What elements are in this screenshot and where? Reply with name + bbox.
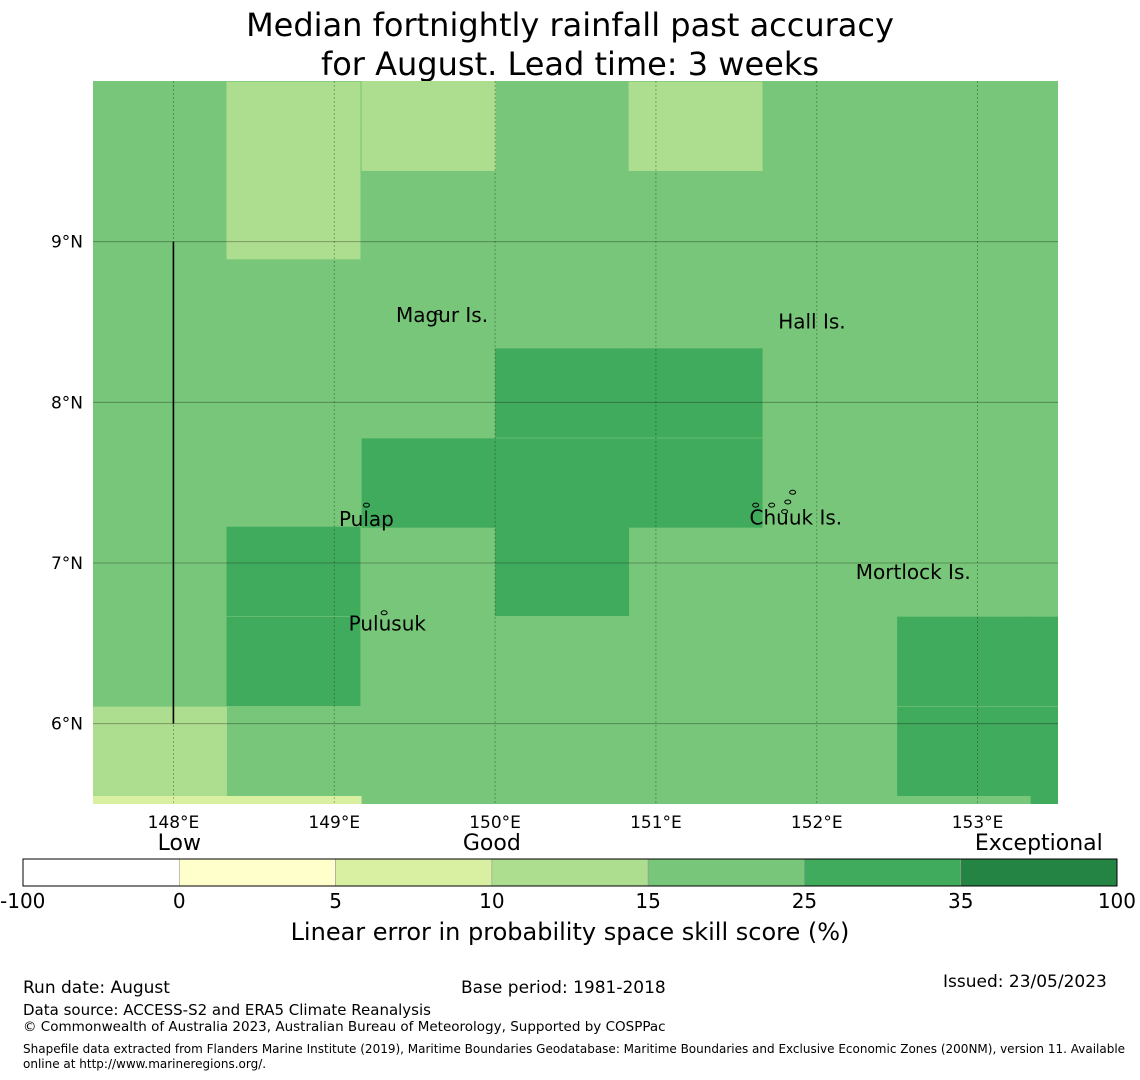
place-label: Mortlock Is.	[856, 560, 971, 584]
colorbar-category-label: Exceptional	[974, 831, 1103, 856]
lon-tick-label: 153°E	[952, 813, 1004, 833]
colorbar-tick-label: 0	[172, 889, 186, 913]
base-period: Base period: 1981-2018	[461, 978, 666, 998]
island-outline	[435, 309, 443, 315]
colorbar-title: Linear error in probability space skill …	[290, 918, 850, 946]
island-outline	[380, 610, 388, 616]
place-label: Pulap	[339, 507, 394, 531]
colorbar-tick-label: 100	[1097, 889, 1136, 913]
grid-cell	[361, 438, 496, 528]
data-source: Data source: ACCESS-S2 and ERA5 Climate …	[23, 1001, 431, 1019]
place-label: Chuuk Is.	[750, 505, 843, 529]
grid-cell	[361, 81, 496, 126]
grid-cell	[1030, 706, 1058, 796]
colorbar-category-label: Low	[157, 831, 201, 856]
colorbar-swatch	[960, 858, 1118, 887]
lon-tick-label: 151°E	[630, 813, 682, 833]
grid-cell	[226, 616, 361, 706]
issued-date: Issued: 23/05/2023	[943, 972, 1107, 992]
lat-tick-label: 7°N	[51, 554, 83, 574]
skill-map: Magur Is. Hall Is. Pulap Chuuk Is. Mortlock …	[51, 81, 1058, 833]
island-outline	[752, 502, 760, 508]
colorbar-tick-label: 5	[329, 889, 342, 913]
grid-cell	[93, 706, 227, 796]
island-outline	[789, 489, 797, 495]
grid-cell	[93, 796, 227, 804]
chart-title-line1: Median fortnightly rainfall past accurac…	[246, 6, 894, 44]
island-outline	[362, 502, 370, 508]
grid-cell	[226, 796, 362, 804]
colorbar	[22, 858, 1118, 887]
grid-cell	[226, 81, 361, 171]
colorbar-swatch	[491, 858, 649, 887]
grid-cell	[226, 170, 361, 260]
place-label: Pulusuk	[349, 611, 427, 635]
grid-cell	[495, 438, 630, 528]
shapefile-credit: Shapefile data extracted from Flanders M…	[23, 1042, 1126, 1071]
chart-title-line2: for August. Lead time: 3 weeks	[320, 45, 820, 83]
colorbar-tick-label: 35	[947, 889, 974, 913]
colorbar-tick-label: -100	[0, 889, 46, 913]
colorbar-category-label: Good	[462, 831, 521, 856]
colorbar-swatch	[647, 858, 805, 887]
colorbar-tick-label: 10	[479, 889, 505, 913]
grid-cell	[495, 526, 630, 617]
lon-tick-label: 150°E	[469, 813, 521, 833]
colorbar-tick-label: 15	[635, 889, 661, 913]
grid-cell	[628, 438, 763, 528]
place-label: Hall Is.	[778, 309, 845, 333]
grid-cell	[1030, 796, 1058, 804]
colorbar-swatch	[335, 858, 493, 887]
lon-tick-label: 149°E	[308, 813, 360, 833]
run-date: Run date: August	[23, 978, 170, 998]
island-outline	[781, 509, 789, 515]
island-outline	[784, 499, 792, 505]
copyright: © Commonwealth of Australia 2023, Austra…	[23, 1019, 666, 1035]
grid-cell	[897, 706, 1032, 796]
colorbar-swatch	[22, 858, 180, 887]
grid-cell	[628, 81, 763, 171]
lat-tick-label: 6°N	[51, 715, 83, 735]
island-outline	[768, 502, 776, 508]
grid-cell	[1030, 616, 1058, 706]
colorbar-swatch	[178, 858, 336, 887]
grid-cell	[628, 348, 763, 438]
grid-cell	[897, 616, 1032, 706]
place-label: Magur Is.	[396, 303, 488, 327]
lat-tick-label: 8°N	[51, 393, 83, 413]
lon-tick-label: 152°E	[791, 813, 843, 833]
colorbar-swatch	[804, 858, 962, 887]
map-plot-area: Magur Is. Hall Is. Pulap Chuuk Is. Mortlock …	[93, 81, 1058, 804]
colorbar-frame	[22, 858, 1118, 887]
lat-tick-label: 9°N	[51, 233, 83, 253]
lon-tick-label: 148°E	[148, 813, 200, 833]
grid-cell	[226, 526, 361, 617]
colorbar-tick-label: 25	[791, 889, 818, 913]
grid-cell	[495, 348, 630, 438]
